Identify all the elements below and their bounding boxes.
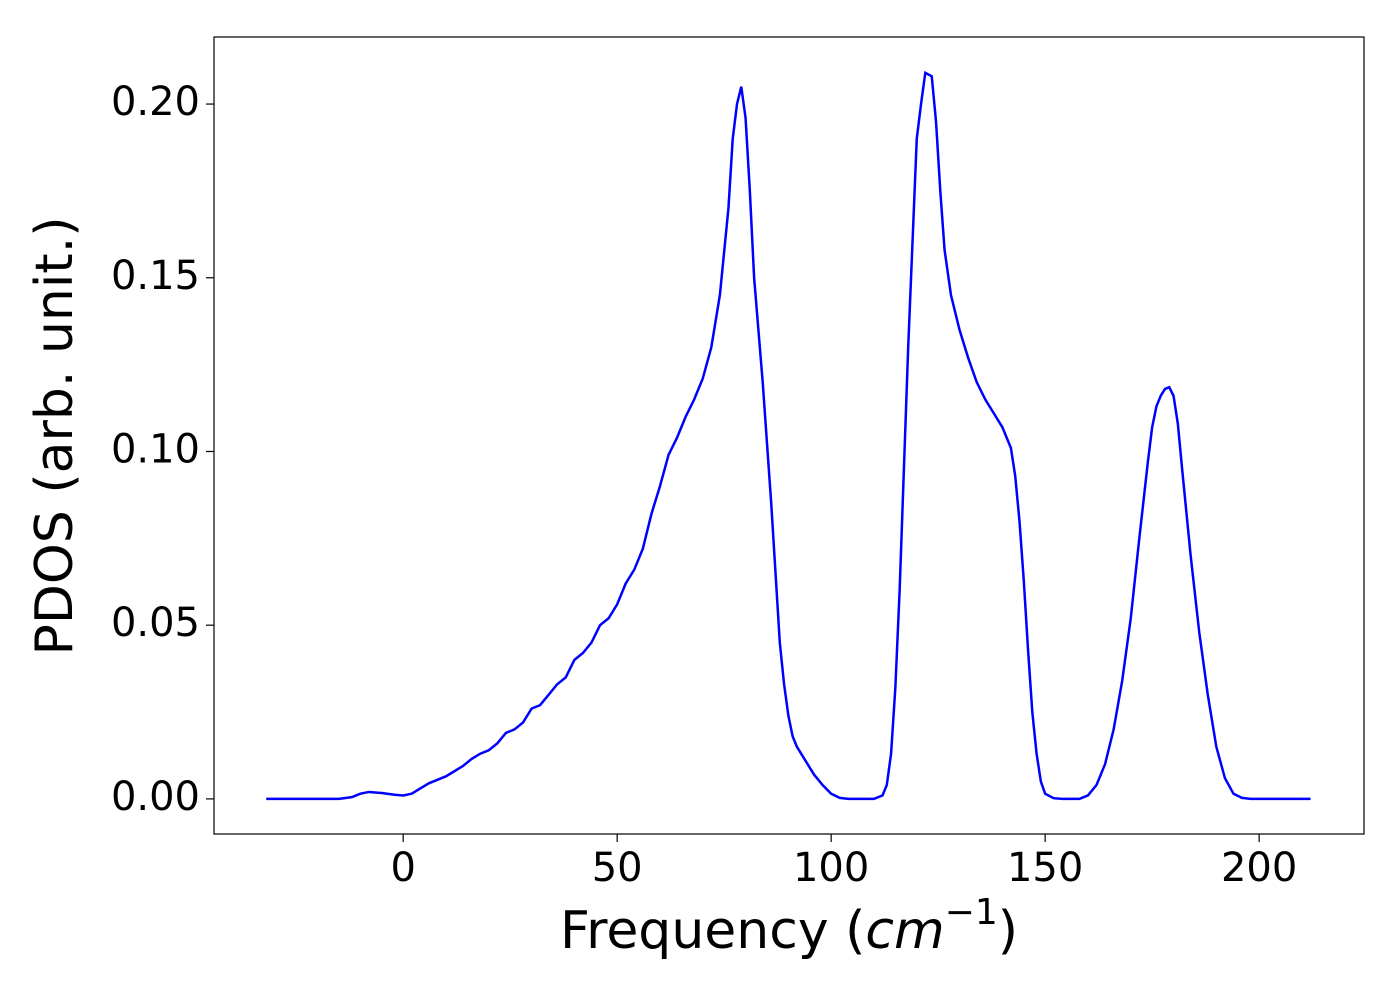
x-tick-label: 50 (592, 845, 643, 891)
y-axis-label: PDOS (arb. unit.) (25, 216, 85, 655)
y-tick-label: 0.05 (111, 600, 200, 646)
x-axis-label: Frequency (cm−1) (560, 892, 1018, 961)
x-tick-label: 200 (1221, 845, 1297, 891)
y-tick-label: 0.10 (111, 426, 200, 472)
x-tick-label: 150 (1007, 845, 1083, 891)
x-tick-label: 0 (390, 845, 415, 891)
data-line (266, 70, 1311, 801)
y-tick-label: 0.00 (111, 774, 200, 820)
y-tick-label: 0.20 (111, 79, 200, 125)
x-tick-label: 100 (793, 845, 869, 891)
plot-frame (213, 36, 1365, 835)
y-tick-label: 0.15 (111, 253, 200, 299)
